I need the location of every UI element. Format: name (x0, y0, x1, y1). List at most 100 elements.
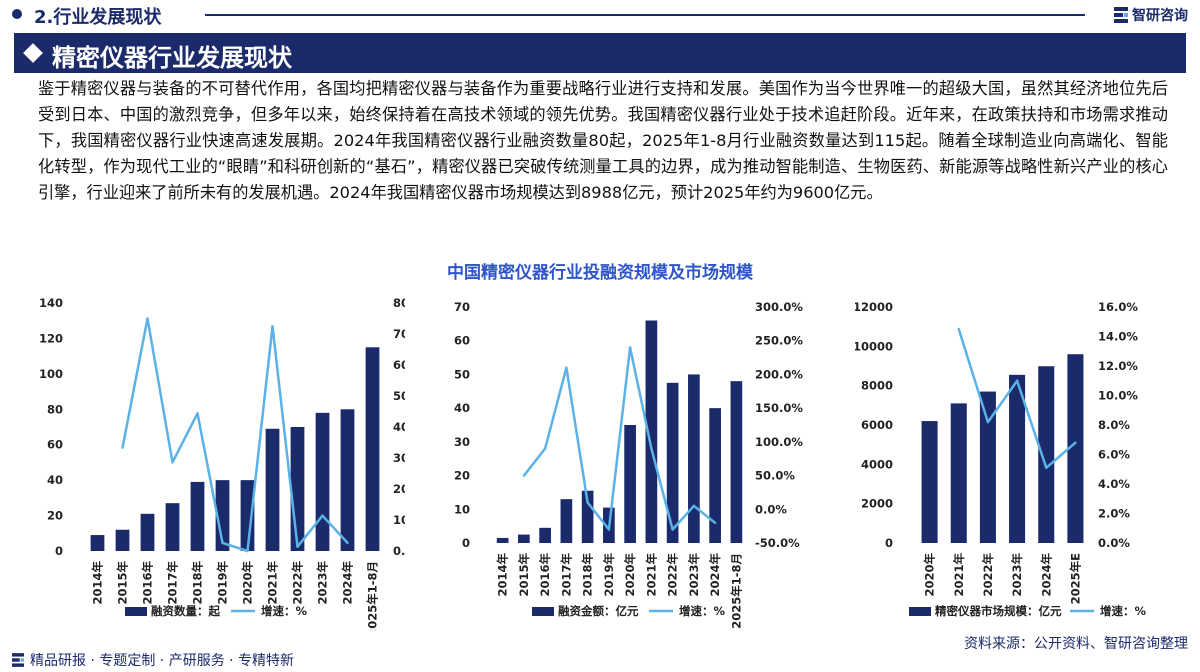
y-right-tick-label: 100.0% (755, 435, 803, 449)
x-tick-label: 2015年 (116, 561, 130, 605)
x-tick-label: 2020年 (241, 561, 255, 605)
bar (290, 427, 305, 551)
bar (140, 513, 155, 551)
footer-logo-icon (12, 653, 24, 667)
growth-line (121, 317, 349, 553)
x-tick-label: 2023年 (316, 561, 330, 605)
x-tick-label: 2015年 (517, 553, 531, 597)
y-left-tick-label: 10 (454, 502, 470, 516)
bar (1009, 374, 1026, 543)
legend-bar-label: 精密仪器市场规模：亿元 (935, 604, 1062, 618)
line-point (196, 412, 199, 415)
y-right-tick-label: 20.0% (393, 482, 405, 496)
x-tick-label: 2024年 (341, 561, 355, 605)
line-point (1045, 466, 1048, 469)
y-right-tick-label: 200.0% (755, 367, 803, 381)
bar (709, 408, 721, 543)
legend-bar-swatch (909, 607, 931, 616)
line-point (543, 447, 547, 450)
bar (1038, 366, 1055, 543)
bar (979, 391, 996, 543)
x-tick-label: 2023年 (1010, 553, 1024, 597)
line-point (522, 474, 526, 477)
body-paragraph: 鉴于精密仪器与装备的不可替代作用，各国均把精密仪器与装备作为重要战略行业进行支持… (38, 79, 1168, 202)
y-left-tick-label: 0 (885, 536, 893, 550)
x-tick-label: 2023年 (687, 553, 701, 597)
y-left-tick-label: 2000 (861, 497, 893, 511)
y-right-tick-label: 250.0% (755, 334, 803, 348)
y-right-tick-label: 0.0% (755, 502, 787, 516)
bar (340, 409, 355, 551)
y-right-tick-label: 40.0% (393, 420, 405, 434)
bar (496, 537, 509, 543)
line-point (221, 541, 224, 545)
x-tick-label: 2025年1-8月 (729, 553, 743, 629)
title-bar: 精密仪器行业发展现状 (14, 33, 1186, 73)
line-point (1074, 441, 1077, 444)
y-left-tick-label: 0 (55, 544, 63, 558)
bar (921, 421, 938, 543)
bar (518, 534, 530, 543)
line-point (321, 514, 324, 517)
x-tick-label: 2022年 (981, 553, 995, 597)
y-right-tick-label: 0.0% (393, 544, 405, 558)
line-point (692, 504, 696, 508)
y-right-tick-label: -50.0% (755, 536, 800, 550)
y-left-tick-label: 4000 (861, 457, 893, 471)
chart-market-size: 0 2000 4000 6000 8000 10000 12000 0.0% 2.0% 4.0% 6… (855, 300, 1146, 618)
y-right-tick-label: 60.0% (393, 358, 405, 372)
bar (645, 320, 658, 543)
bar (581, 490, 594, 543)
y-right-tick-label: 8.0% (1098, 418, 1130, 432)
line-point (671, 528, 674, 531)
y-left-tick-label: 20 (47, 509, 63, 523)
charts-area: 0204060801001201400.0%10.0%20.0%30.0%40.… (0, 285, 1200, 630)
y-left-tick-label: 70 (454, 300, 470, 314)
x-tick-label: 2022年 (291, 561, 305, 605)
line-point (957, 327, 960, 331)
line-point (986, 420, 990, 424)
bar (950, 403, 967, 543)
bar (365, 347, 380, 551)
y-left-tick-label: 12000 (855, 300, 893, 314)
bar (190, 481, 205, 551)
y-left-tick-label: 50 (454, 367, 470, 381)
line-point (586, 501, 589, 504)
y-left-tick-label: 10000 (855, 339, 893, 353)
x-tick-label: 2019年 (216, 561, 230, 605)
brand-name: 智研咨询 (1132, 8, 1188, 24)
bar (730, 381, 743, 543)
y-left-tick-label: 100 (39, 367, 63, 381)
line-point (628, 346, 632, 349)
x-tick-label: 2014年 (91, 561, 105, 605)
x-tick-label: 2021年 (952, 553, 966, 597)
x-tick-label: 2019年 (602, 553, 616, 597)
growth-line (522, 346, 716, 531)
legend-line-label: 增速：% (1100, 604, 1146, 618)
x-tick-label: 2025年1-8月 (366, 561, 380, 630)
legend-bar-swatch (532, 607, 554, 616)
x-tick-label: 2020年 (923, 553, 937, 597)
footer-tagline: 精品研报 · 专题定制 · 产研服务 · 专精特新 (30, 653, 295, 669)
brand-logo-icon (1114, 7, 1128, 23)
brand: 智研咨询 (1114, 5, 1188, 25)
line-point (1015, 379, 1019, 382)
chart-financing-amount: 0 10 20 30 40 50 60 70 -50.0% 0.0% 50.0% 100.0% 150.… (454, 300, 803, 629)
y-left-tick-label: 140 (39, 296, 63, 310)
y-right-tick-label: 0.0% (1098, 536, 1130, 550)
y-left-tick-label: 80 (47, 402, 63, 416)
x-tick-label: 2025年E (1068, 553, 1082, 605)
y-left-tick-label: 8000 (861, 379, 893, 393)
x-tick-label: 2021年 (644, 553, 658, 597)
bullet-dot-icon (12, 9, 22, 19)
bar (240, 480, 255, 551)
diamond-icon (23, 43, 43, 63)
source-note: 资料来源：公开资料、智研咨询整理 (964, 636, 1188, 652)
y-right-tick-label: 14.0% (1098, 330, 1138, 344)
line-point (121, 446, 124, 449)
x-tick-label: 2016年 (141, 561, 155, 605)
y-right-tick-label: 80.0% (393, 296, 405, 310)
y-right-tick-label: 300.0% (755, 300, 803, 314)
y-right-tick-label: 10.0% (1098, 389, 1138, 403)
y-right-tick-label: 4.0% (1098, 477, 1130, 491)
